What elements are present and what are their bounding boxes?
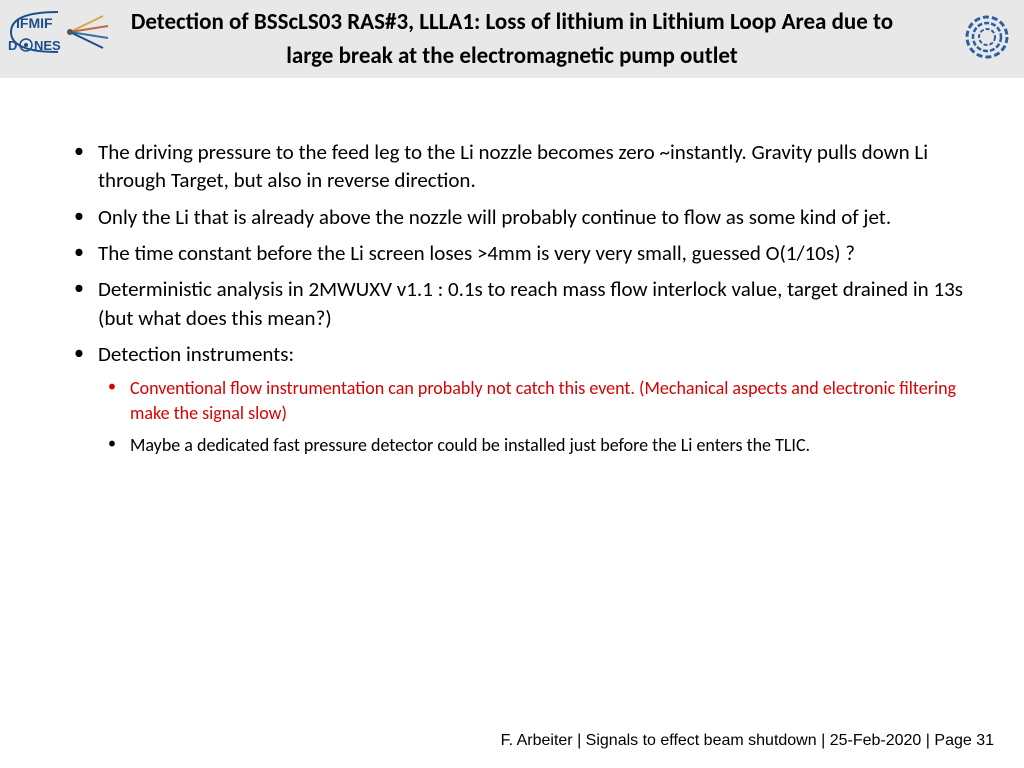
- footer-sep: |: [577, 732, 586, 749]
- sub-bullet-item: Maybe a dedicated fast pressure detector…: [60, 433, 964, 457]
- sub-bullet-list: Conventional flow instrumentation can pr…: [60, 376, 964, 457]
- bullet-item: The time constant before the Li screen l…: [60, 239, 964, 267]
- logo-text-bottom: D: [8, 38, 17, 53]
- slide-title: Detection of BSScLS03 RAS#3, LLLA1: Loss…: [0, 5, 1024, 74]
- footer-topic: Signals to effect beam shutdown: [586, 732, 817, 749]
- logo-text-top: IFMIF: [16, 15, 53, 31]
- logo-right: [962, 12, 1012, 62]
- bullet-item: Deterministic analysis in 2MWUXV v1.1 : …: [60, 275, 964, 332]
- slide-header: IFMIF D NES Detection of BSScLS03 RAS#3,…: [0, 0, 1024, 78]
- sub-bullet-item: Conventional flow instrumentation can pr…: [60, 376, 964, 425]
- slide-content: The driving pressure to the feed leg to …: [0, 78, 1024, 457]
- main-bullet-list: The driving pressure to the feed leg to …: [60, 138, 964, 368]
- bullet-item: The driving pressure to the feed leg to …: [60, 138, 964, 195]
- bullet-item: Detection instruments:: [60, 340, 964, 368]
- bullet-item: Only the Li that is already above the no…: [60, 203, 964, 231]
- logo-left: IFMIF D NES: [8, 8, 108, 68]
- footer-date: 25-Feb-2020: [830, 732, 922, 749]
- footer-author: F. Arbeiter: [501, 732, 573, 749]
- footer-page: Page 31: [934, 732, 994, 749]
- svg-text:NES: NES: [34, 38, 61, 53]
- slide-footer: F. Arbeiter | Signals to effect beam shu…: [501, 732, 994, 750]
- footer-sep: |: [821, 732, 830, 749]
